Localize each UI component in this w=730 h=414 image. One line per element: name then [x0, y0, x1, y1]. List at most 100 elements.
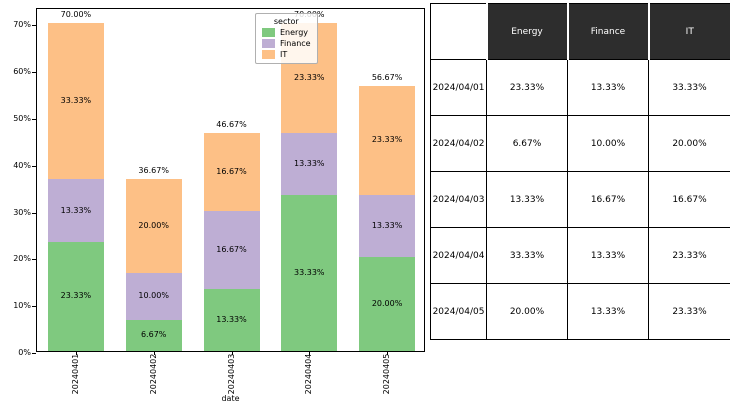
stacked-bar-20240401: 23.33%13.33%33.33%70.00% [48, 23, 104, 351]
y-tick-label: 40% [2, 161, 31, 171]
y-tick-mark [32, 119, 36, 120]
bar-segment-energy: 23.33% [48, 242, 104, 351]
bar-total-label: 70.00% [36, 10, 116, 19]
table-cell-energy: 20.00% [487, 284, 568, 340]
legend-entry-it: IT [262, 50, 311, 59]
segment-value-label: 13.33% [294, 160, 325, 168]
table-cell-finance: 16.67% [568, 172, 649, 228]
segment-value-label: 33.33% [294, 269, 325, 277]
table-cell-finance: 10.00% [568, 116, 649, 172]
bar-total-label: 56.67% [347, 73, 427, 82]
legend-label: IT [280, 50, 287, 59]
legend-swatch [262, 50, 275, 59]
legend-entry-energy: Energy [262, 28, 311, 37]
stacked-bar-20240405: 20.00%13.33%23.33%56.67% [359, 86, 415, 351]
table-corner-cell [431, 4, 487, 60]
segment-value-label: 33.33% [61, 97, 92, 105]
table-cell-date: 2024/04/02 [431, 116, 487, 172]
segment-value-label: 10.00% [138, 292, 169, 300]
table-cell-it: 16.67% [649, 172, 730, 228]
bar-segment-finance: 13.33% [48, 179, 104, 241]
segment-value-label: 20.00% [372, 300, 403, 308]
y-tick-label: 10% [2, 301, 31, 311]
table-cell-date: 2024/04/03 [431, 172, 487, 228]
bar-segment-finance: 13.33% [281, 133, 337, 195]
x-axis-label: date [36, 394, 425, 403]
legend-label: Energy [280, 28, 308, 37]
table-cell-it: 20.00% [649, 116, 730, 172]
y-tick-mark [32, 166, 36, 167]
bar-segment-energy: 20.00% [359, 257, 415, 351]
table-header-it: IT [649, 4, 730, 60]
bar-segment-it: 20.00% [126, 179, 182, 273]
table-cell-it: 23.33% [649, 284, 730, 340]
table-cell-finance: 13.33% [568, 228, 649, 284]
stacked-bar-20240402: 6.67%10.00%20.00%36.67% [126, 179, 182, 351]
segment-value-label: 13.33% [61, 207, 92, 215]
bar-segment-energy: 6.67% [126, 320, 182, 351]
table-cell-finance: 13.33% [568, 284, 649, 340]
segment-value-label: 13.33% [372, 222, 403, 230]
bar-segment-finance: 10.00% [126, 273, 182, 320]
bar-segment-finance: 13.33% [359, 195, 415, 257]
table-cell-date: 2024/04/05 [431, 284, 487, 340]
segment-value-label: 16.67% [216, 246, 247, 254]
table-cell-date: 2024/04/01 [431, 60, 487, 116]
segment-value-label: 23.33% [372, 136, 403, 144]
bar-segment-it: 16.67% [204, 133, 260, 211]
y-tick-mark [32, 306, 36, 307]
table-cell-date: 2024/04/04 [431, 228, 487, 284]
stacked-bar-20240403: 13.33%16.67%16.67%46.67% [204, 133, 260, 351]
legend-entry-finance: Finance [262, 39, 311, 48]
segment-value-label: 6.67% [141, 331, 166, 339]
y-tick-label: 70% [2, 20, 31, 30]
y-tick-label: 50% [2, 114, 31, 124]
table-cell-it: 33.33% [649, 60, 730, 116]
legend-swatch [262, 28, 275, 37]
y-tick-label: 20% [2, 254, 31, 264]
stacked-bar-20240404: 33.33%13.33%23.33%70.00% [281, 23, 337, 351]
bar-total-label: 46.67% [192, 120, 272, 129]
y-tick-mark [32, 25, 36, 26]
segment-value-label: 16.67% [216, 168, 247, 176]
y-tick-mark [32, 353, 36, 354]
y-tick-mark [32, 72, 36, 73]
legend: sector Energy Finance IT [255, 13, 318, 64]
table-cell-energy: 6.67% [487, 116, 568, 172]
legend-title: sector [262, 17, 311, 26]
table-header-finance: Finance [568, 4, 649, 60]
bar-total-label: 36.67% [114, 166, 194, 175]
bar-segment-energy: 33.33% [281, 195, 337, 351]
bar-segment-energy: 13.33% [204, 289, 260, 351]
table-header-energy: Energy [487, 4, 568, 60]
y-tick-label: 30% [2, 208, 31, 218]
segment-value-label: 23.33% [61, 292, 92, 300]
legend-swatch [262, 39, 275, 48]
table-cell-it: 23.33% [649, 228, 730, 284]
y-tick-label: 0% [2, 348, 31, 358]
legend-label: Finance [280, 39, 311, 48]
table-cell-energy: 13.33% [487, 172, 568, 228]
y-tick-mark [32, 213, 36, 214]
table-cell-energy: 23.33% [487, 60, 568, 116]
bar-segment-it: 33.33% [48, 23, 104, 179]
y-tick-mark [32, 259, 36, 260]
bar-segment-it: 23.33% [359, 86, 415, 195]
y-tick-label: 60% [2, 67, 31, 77]
table-cell-energy: 33.33% [487, 228, 568, 284]
segment-value-label: 13.33% [216, 316, 247, 324]
segment-value-label: 20.00% [138, 222, 169, 230]
table-cell-finance: 13.33% [568, 60, 649, 116]
segment-value-label: 23.33% [294, 74, 325, 82]
bar-segment-finance: 16.67% [204, 211, 260, 289]
stacked-bar-chart: sector Energy Finance IT 0% 10% 20% 30% 40% 50%… [0, 0, 430, 408]
